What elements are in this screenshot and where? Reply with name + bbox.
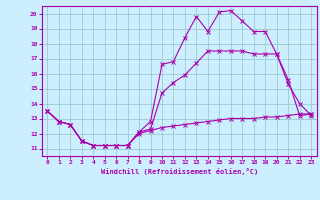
X-axis label: Windchill (Refroidissement éolien,°C): Windchill (Refroidissement éolien,°C) <box>100 168 258 175</box>
